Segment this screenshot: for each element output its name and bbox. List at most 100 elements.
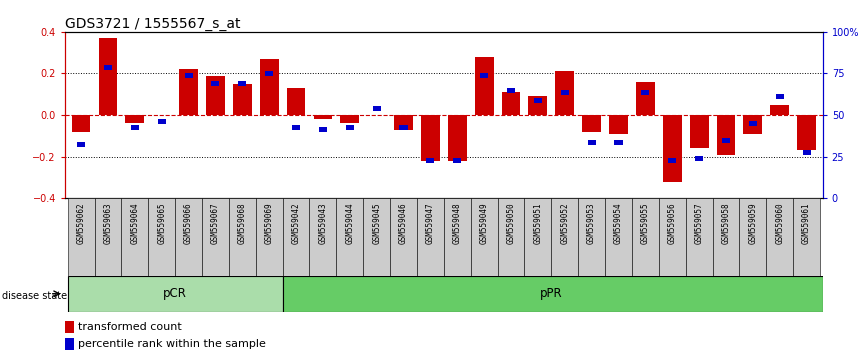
Bar	[498, 198, 525, 276]
Text: GSM559060: GSM559060	[775, 202, 785, 244]
Bar	[265, 71, 273, 76]
Bar	[346, 125, 354, 130]
Bar	[72, 115, 90, 132]
Text: GSM559053: GSM559053	[587, 202, 596, 244]
Bar	[443, 198, 471, 276]
Text: GSM559047: GSM559047	[426, 202, 435, 244]
Bar	[211, 81, 219, 86]
Text: percentile rank within the sample: percentile rank within the sample	[78, 339, 266, 349]
Bar	[793, 198, 820, 276]
Bar	[426, 158, 435, 163]
Bar	[104, 65, 112, 70]
Text: GSM559065: GSM559065	[158, 202, 166, 244]
Bar	[605, 198, 632, 276]
Bar	[636, 82, 655, 115]
Text: GSM559066: GSM559066	[184, 202, 193, 244]
Text: GDS3721 / 1555567_s_at: GDS3721 / 1555567_s_at	[65, 17, 241, 31]
Bar	[770, 105, 789, 115]
Text: disease state: disease state	[2, 291, 67, 301]
Bar	[175, 198, 202, 276]
Bar	[669, 158, 676, 163]
Text: GSM559049: GSM559049	[480, 202, 488, 244]
Text: GSM559046: GSM559046	[399, 202, 408, 244]
Bar	[421, 115, 440, 161]
Text: GSM559052: GSM559052	[560, 202, 569, 244]
Bar	[695, 156, 703, 161]
Bar	[528, 96, 547, 115]
Bar	[319, 127, 327, 132]
Bar	[713, 198, 740, 276]
Bar	[662, 115, 682, 182]
Text: GSM559061: GSM559061	[802, 202, 811, 244]
Bar	[399, 125, 408, 130]
Text: GSM559068: GSM559068	[238, 202, 247, 244]
Bar	[313, 115, 333, 119]
Bar	[722, 137, 730, 143]
Bar	[689, 115, 708, 148]
Bar	[260, 59, 279, 115]
Bar	[206, 75, 225, 115]
Text: GSM559064: GSM559064	[130, 202, 139, 244]
Bar	[131, 125, 139, 130]
Bar	[233, 84, 252, 115]
Bar	[552, 198, 578, 276]
Text: GSM559050: GSM559050	[507, 202, 515, 244]
Bar	[126, 115, 145, 124]
Bar	[632, 198, 659, 276]
Bar	[394, 115, 413, 130]
Text: pPR: pPR	[540, 287, 563, 300]
Bar	[372, 106, 381, 111]
Bar	[740, 198, 766, 276]
Bar	[148, 198, 175, 276]
Bar	[94, 198, 121, 276]
Bar	[642, 90, 650, 95]
Bar	[417, 198, 443, 276]
Text: GSM559062: GSM559062	[76, 202, 86, 244]
Text: GSM559058: GSM559058	[721, 202, 730, 244]
Text: GSM559043: GSM559043	[319, 202, 327, 244]
Bar	[282, 276, 823, 312]
Bar	[282, 198, 309, 276]
Bar	[609, 115, 628, 134]
Bar	[582, 115, 601, 132]
Bar	[560, 90, 569, 95]
Text: GSM559069: GSM559069	[265, 202, 274, 244]
Text: GSM559044: GSM559044	[346, 202, 354, 244]
Bar	[255, 198, 282, 276]
Bar	[615, 139, 623, 144]
Bar	[501, 92, 520, 115]
Bar	[68, 276, 282, 312]
Text: transformed count: transformed count	[78, 322, 182, 332]
Text: GSM559045: GSM559045	[372, 202, 381, 244]
Bar	[202, 198, 229, 276]
Bar	[121, 198, 148, 276]
Bar	[65, 338, 74, 350]
Bar	[766, 198, 793, 276]
Text: GSM559042: GSM559042	[292, 202, 301, 244]
Bar	[525, 198, 552, 276]
Bar	[475, 57, 494, 115]
Bar	[749, 121, 757, 126]
Text: GSM559054: GSM559054	[614, 202, 623, 244]
Bar	[390, 198, 417, 276]
Bar	[448, 115, 467, 161]
Text: GSM559055: GSM559055	[641, 202, 650, 244]
Bar	[588, 139, 596, 144]
Bar	[238, 81, 246, 86]
Bar	[184, 73, 192, 78]
Bar	[453, 158, 462, 163]
Bar	[309, 198, 336, 276]
Bar	[65, 321, 74, 333]
Bar	[798, 115, 816, 150]
Bar	[229, 198, 255, 276]
Bar	[336, 198, 363, 276]
Text: GSM559051: GSM559051	[533, 202, 542, 244]
Bar	[555, 72, 574, 115]
Text: GSM559048: GSM559048	[453, 202, 462, 244]
Bar	[363, 198, 390, 276]
Bar	[776, 94, 784, 99]
Bar	[158, 119, 165, 124]
Bar	[99, 38, 118, 115]
Bar	[803, 150, 811, 155]
Text: GSM559067: GSM559067	[211, 202, 220, 244]
